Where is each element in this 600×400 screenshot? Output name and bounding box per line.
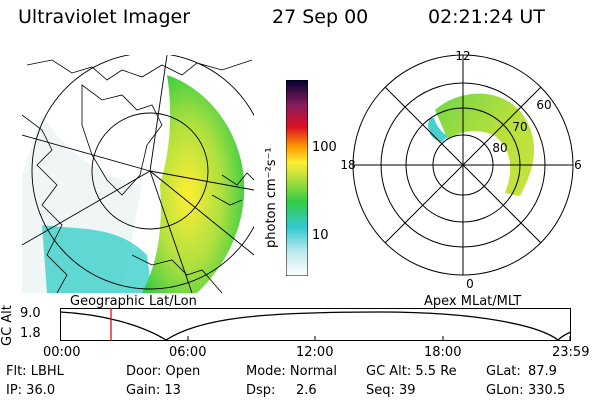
- aurora-oval-geographic: [142, 75, 245, 293]
- ip-info: IP: 36.0: [6, 383, 56, 398]
- glon-value: 330.5: [528, 383, 566, 398]
- gain-info: Gain: 13: [126, 383, 181, 398]
- meridian-line: [22, 134, 151, 172]
- mlt-label-0: 0: [466, 277, 474, 291]
- time-label: 02:21:24 UT: [428, 6, 545, 28]
- altitude-ylabel: GC Alt: [0, 305, 15, 346]
- coastline-north: [26, 59, 253, 81]
- time-tick-2359: 23:59: [552, 345, 590, 360]
- meridian-line: [149, 170, 254, 256]
- altitude-ytick-max: 9.0: [20, 306, 41, 321]
- glat-label: GLat:: [486, 364, 521, 379]
- glat-value: 87.9: [528, 364, 557, 379]
- colorbar-tick-100: 100: [312, 140, 337, 155]
- meridian-line: [22, 170, 151, 246]
- mlt-spoke: [384, 86, 542, 244]
- colorbar-tick-10: 10: [312, 228, 329, 243]
- altitude-curve: [60, 311, 572, 341]
- geographic-caption: Geographic Lat/Lon: [70, 294, 197, 309]
- seq-info: Seq: 39: [366, 383, 416, 398]
- date-label: 27 Sep 00: [272, 6, 369, 28]
- coastline-west: [22, 114, 68, 293]
- aurora-cyan-region: [42, 225, 152, 293]
- time-tick-1800: 18:00: [424, 345, 462, 360]
- coastline-south: [131, 254, 223, 293]
- mlat-label-80: 80: [492, 141, 507, 155]
- mlat-label-70: 70: [512, 120, 527, 134]
- lat-circle-inner: [91, 112, 209, 230]
- colorbar-unit-label: photon cm⁻²s⁻¹: [264, 147, 279, 248]
- color-bar: [286, 80, 308, 276]
- polar-mlt-panel: 12 18 6 0 60 70 80: [340, 49, 582, 291]
- instrument-title: Ultraviolet Imager: [18, 6, 191, 28]
- meridian-line: [149, 170, 254, 191]
- altitude-plot: [60, 308, 572, 341]
- aurora-cyan-edge: [428, 118, 448, 142]
- dsp-value: 2.6: [296, 383, 317, 398]
- time-tick-1200: 12:00: [296, 345, 334, 360]
- dsp-label: Dsp:: [246, 383, 276, 398]
- mlt-label-18: 18: [340, 158, 355, 172]
- lat-circle-outer: [31, 55, 254, 290]
- meridian-line: [149, 170, 193, 293]
- altitude-ytick-min: 1.8: [20, 326, 41, 341]
- filter-info: Flt: LBHL: [6, 364, 64, 379]
- mode-info: Mode: Normal: [246, 364, 337, 379]
- mlat-label-60: 60: [536, 98, 551, 112]
- gc-alt-info: GC Alt: 5.5 Re: [366, 364, 457, 379]
- time-tick-0600: 06:00: [169, 345, 207, 360]
- coastline-europe: [211, 172, 254, 206]
- geographic-map-panel: [22, 55, 254, 293]
- mlt-label-12: 12: [455, 49, 470, 63]
- time-tick-0000: 00:00: [43, 345, 81, 360]
- meridian-line: [149, 55, 168, 172]
- magnetic-caption: Apex MLat/MLT: [424, 294, 522, 309]
- glon-label: GLon:: [486, 383, 524, 398]
- mlt-label-6: 6: [574, 158, 582, 172]
- door-info: Door: Open: [126, 364, 201, 379]
